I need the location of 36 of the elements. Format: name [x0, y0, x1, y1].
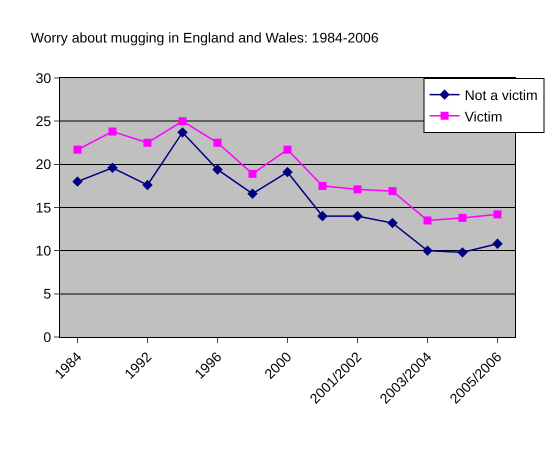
point	[142, 180, 153, 190]
point	[354, 185, 362, 194]
point	[317, 210, 328, 222]
point	[458, 214, 466, 222]
point	[424, 216, 432, 224]
point	[494, 210, 502, 218]
point	[388, 187, 396, 196]
point	[282, 166, 293, 178]
point	[212, 164, 223, 175]
y-tick-label: 25	[36, 113, 52, 130]
point	[387, 218, 398, 228]
point	[72, 176, 83, 187]
point	[457, 247, 468, 258]
point	[178, 117, 186, 126]
y-tick-label: 15	[36, 199, 52, 216]
point	[247, 188, 258, 199]
y-tick-label: 20	[36, 156, 52, 172]
point	[352, 210, 363, 222]
y-tick-label: 30	[36, 70, 52, 86]
y-tick-label: 0	[43, 328, 52, 345]
point	[74, 146, 82, 154]
point	[492, 238, 503, 249]
point	[248, 170, 256, 178]
point	[214, 138, 222, 147]
point	[107, 162, 118, 173]
point	[144, 138, 152, 147]
chart-title: Worry about mugging in England and Wales: 1984-2006	[30, 29, 379, 46]
point	[177, 127, 188, 138]
point	[284, 146, 292, 154]
point	[422, 245, 433, 256]
y-tick-label: 5	[43, 286, 52, 302]
y-tick-label: 10	[36, 242, 52, 259]
legend-label: Not a victim	[464, 87, 538, 104]
point	[108, 128, 116, 136]
legend-label: Victim	[464, 108, 502, 124]
point	[318, 182, 326, 190]
